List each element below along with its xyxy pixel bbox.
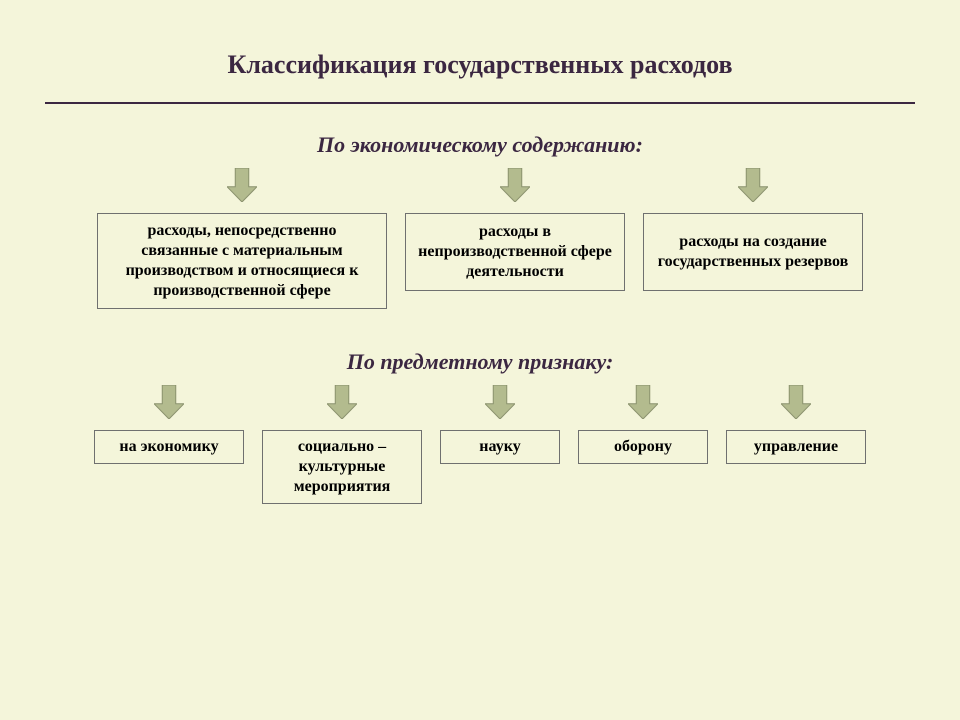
section-row: на экономику социально – культурные меро… [45, 385, 915, 504]
diagram-item: науку [440, 385, 560, 464]
category-box: управление [726, 430, 866, 464]
section-heading: По экономическому содержанию: [45, 132, 915, 158]
down-arrow-icon [781, 385, 811, 424]
down-arrow-icon [738, 168, 768, 207]
title-divider [45, 102, 915, 104]
down-arrow-icon [154, 385, 184, 424]
page-title: Классификация государственных расходов [45, 50, 915, 80]
diagram-item: расходы, непосредственно связанные с мат… [97, 168, 387, 309]
diagram-item: оборону [578, 385, 708, 464]
category-box: на экономику [94, 430, 244, 464]
down-arrow-icon [500, 168, 530, 207]
slide: Классификация государственных расходов П… [0, 0, 960, 720]
diagram-item: расходы в непроизводственной сфере деяте… [405, 168, 625, 291]
category-box: расходы, непосредственно связанные с мат… [97, 213, 387, 309]
category-box: науку [440, 430, 560, 464]
diagram-item: социально – культурные мероприятия [262, 385, 422, 504]
diagram-item: расходы на создание государственных резе… [643, 168, 863, 291]
down-arrow-icon [327, 385, 357, 424]
section-row: расходы, непосредственно связанные с мат… [45, 168, 915, 309]
sections-container: По экономическому содержанию: расходы, н… [45, 132, 915, 504]
diagram-item: управление [726, 385, 866, 464]
section-heading: По предметному признаку: [45, 349, 915, 375]
down-arrow-icon [485, 385, 515, 424]
category-box: оборону [578, 430, 708, 464]
section: По экономическому содержанию: расходы, н… [45, 132, 915, 309]
diagram-item: на экономику [94, 385, 244, 464]
category-box: расходы в непроизводственной сфере деяте… [405, 213, 625, 291]
category-box: расходы на создание государственных резе… [643, 213, 863, 291]
down-arrow-icon [628, 385, 658, 424]
category-box: социально – культурные мероприятия [262, 430, 422, 504]
section: По предметному признаку: на экономику со… [45, 349, 915, 504]
down-arrow-icon [227, 168, 257, 207]
